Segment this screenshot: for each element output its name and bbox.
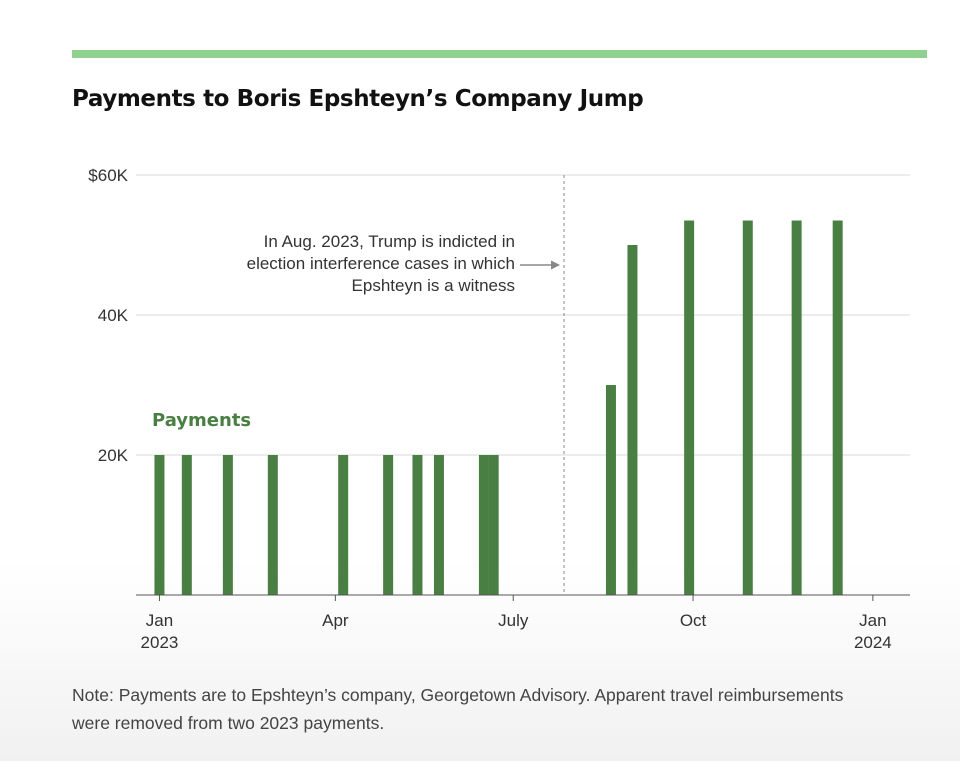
bar bbox=[433, 455, 444, 595]
bar bbox=[383, 455, 394, 595]
x-tick-label: Jan bbox=[146, 611, 173, 630]
bar bbox=[222, 455, 233, 595]
bar bbox=[605, 385, 616, 595]
y-tick-label: $60K bbox=[88, 166, 128, 185]
bar bbox=[181, 455, 192, 595]
bar-series bbox=[154, 220, 843, 595]
x-tick-label: Jan bbox=[859, 611, 886, 630]
x-tick-label: Oct bbox=[680, 611, 707, 630]
x-tick-sublabel: 2023 bbox=[141, 633, 179, 652]
bar bbox=[791, 220, 802, 595]
x-tick-label: July bbox=[498, 611, 529, 630]
x-tick-label: Apr bbox=[322, 611, 349, 630]
bar bbox=[488, 455, 499, 595]
annotation-text-line: In Aug. 2023, Trump is indicted in bbox=[264, 232, 515, 251]
annotation-arrow-head bbox=[551, 260, 561, 270]
bar bbox=[338, 455, 349, 595]
bar bbox=[742, 220, 753, 595]
y-tick-label: 20K bbox=[98, 446, 129, 465]
annotation-text-line: Epshteyn is a witness bbox=[352, 276, 515, 295]
bar bbox=[154, 455, 165, 595]
axes: 20K 40K $60K Jan 2023 Apr July Oct Jan 2024 bbox=[88, 166, 910, 652]
annotation: In Aug. 2023, Trump is indicted in electi… bbox=[152, 175, 565, 595]
grid-lines bbox=[136, 174, 910, 456]
accent-bar bbox=[72, 50, 927, 58]
annotation-text-line: election interference cases in which bbox=[247, 254, 515, 273]
bar bbox=[267, 455, 278, 595]
bar bbox=[478, 455, 489, 595]
x-tick-sublabel: 2024 bbox=[854, 633, 892, 652]
bar bbox=[627, 245, 638, 595]
chart-note: Note: Payments are to Epshteyn’s company… bbox=[72, 685, 844, 733]
bar bbox=[412, 455, 423, 595]
bar bbox=[832, 220, 843, 595]
chart-title: Payments to Boris Epshteyn’s Company Jum… bbox=[72, 86, 644, 112]
y-tick-label: 40K bbox=[98, 306, 129, 325]
bar bbox=[684, 220, 695, 595]
series-label: Payments bbox=[152, 410, 251, 431]
payments-chart: 20K 40K $60K Jan 2023 Apr July Oct Jan 2024 In Au… bbox=[88, 166, 910, 652]
